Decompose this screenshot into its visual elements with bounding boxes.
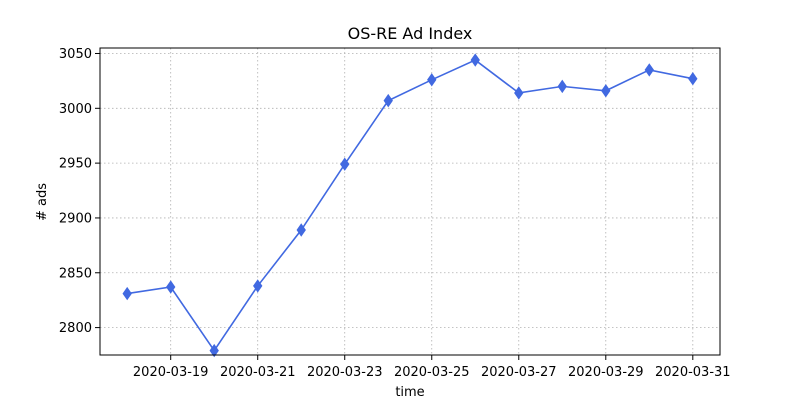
x-axis-ticks: 2020-03-19 2020-03-21 2020-03-23 2020-03-25… xyxy=(133,355,731,380)
x-tick-label: 2020-03-21 xyxy=(220,365,296,380)
y-tick-label: 2900 xyxy=(59,211,92,226)
x-tick-label: 2020-03-27 xyxy=(481,365,557,380)
y-tick-label: 3050 xyxy=(59,47,92,62)
x-tick-label: 2020-03-31 xyxy=(655,365,731,380)
grid xyxy=(100,48,720,355)
series-line xyxy=(127,59,693,353)
chart-title: OS-RE Ad Index xyxy=(348,24,473,43)
data-point-marker xyxy=(470,53,480,67)
data-point-marker xyxy=(253,279,263,293)
x-tick-label: 2020-03-23 xyxy=(307,365,383,380)
data-point-marker xyxy=(514,86,524,100)
data-point-marker xyxy=(427,73,437,87)
data-point-marker xyxy=(383,93,393,108)
x-axis-label: time xyxy=(395,385,424,400)
x-tick-label: 2020-03-25 xyxy=(394,365,470,380)
data-point-marker xyxy=(122,286,132,301)
plot-frame xyxy=(99,47,721,356)
y-axis-ticks: 2800 2850 2900 2950 3000 3050 xyxy=(59,47,100,336)
y-axis-label: # ads xyxy=(35,183,50,221)
y-tick-label: 3000 xyxy=(59,102,92,117)
y-tick-label: 2850 xyxy=(59,266,92,281)
data-point-marker xyxy=(296,223,306,237)
data-point-marker xyxy=(601,84,611,98)
x-tick-label: 2020-03-29 xyxy=(568,365,644,380)
x-tick-label: 2020-03-19 xyxy=(133,365,209,380)
data-point-marker xyxy=(644,63,654,77)
data-point-marker xyxy=(209,343,219,358)
y-tick-label: 2950 xyxy=(59,157,92,172)
data-point-marker xyxy=(688,72,698,86)
y-tick-label: 2800 xyxy=(59,321,92,336)
series-layer xyxy=(122,53,698,358)
data-point-marker xyxy=(557,79,567,94)
data-point-marker xyxy=(340,157,350,171)
data-point-marker xyxy=(166,280,176,294)
